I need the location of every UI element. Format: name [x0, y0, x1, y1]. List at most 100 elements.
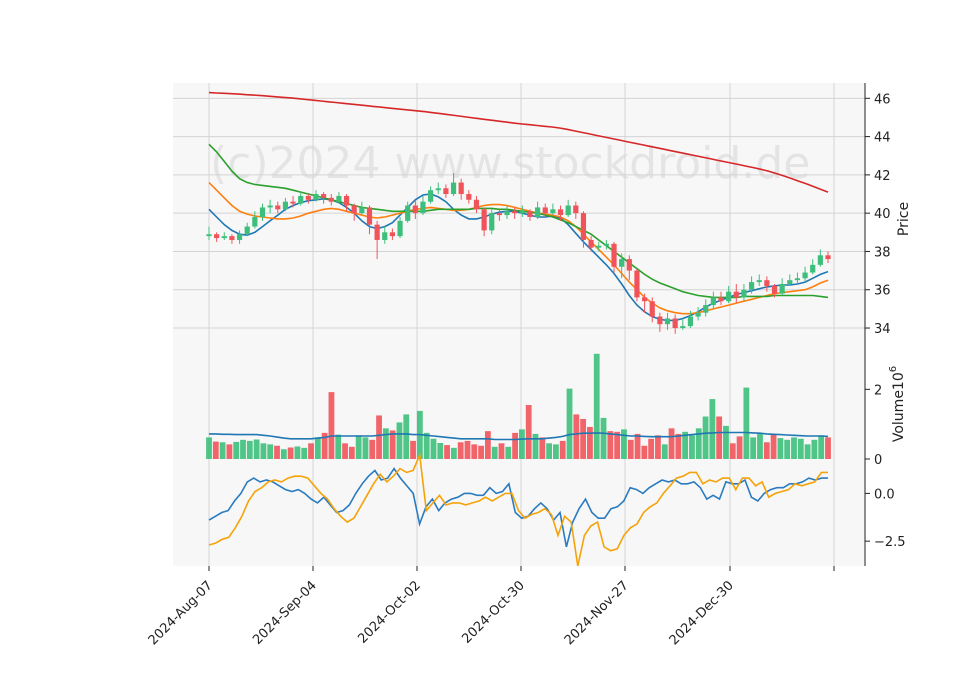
- volume-bar: [437, 442, 444, 459]
- volume-bar: [362, 437, 369, 459]
- volume-bar: [811, 439, 818, 459]
- candle: [443, 184, 449, 198]
- candle-body: [259, 207, 266, 217]
- candle-body: [282, 201, 289, 210]
- volume-bar: [348, 446, 355, 459]
- candle-body: [680, 326, 686, 329]
- volume-bar: [301, 447, 308, 459]
- vol-y-tick-label: 0: [874, 453, 882, 468]
- volume-bar: [308, 443, 314, 459]
- volume-bar: [791, 437, 797, 459]
- candle-body: [718, 297, 724, 302]
- volume-bar: [410, 440, 416, 459]
- candle: [756, 274, 762, 286]
- volume-bar: [389, 430, 396, 459]
- candle: [405, 201, 411, 223]
- volume-bar: [655, 435, 661, 459]
- candle-body: [252, 217, 258, 227]
- candle-body: [466, 194, 472, 200]
- candle: [748, 276, 755, 294]
- price-y-tick-label: 38: [874, 245, 891, 260]
- candle: [351, 203, 357, 221]
- candle: [771, 284, 778, 298]
- price-y-tick-label: 40: [874, 207, 891, 222]
- volume-bar: [478, 445, 484, 459]
- candle-body: [206, 234, 212, 237]
- candle-body: [726, 291, 732, 302]
- candle-body: [764, 280, 770, 286]
- candle-body: [389, 232, 396, 237]
- candle-body: [802, 272, 808, 279]
- candle: [336, 192, 342, 204]
- volume-bar: [634, 433, 641, 459]
- candle: [703, 299, 709, 317]
- volume-bar: [757, 433, 763, 459]
- candle: [420, 195, 426, 216]
- volume-bar: [607, 431, 614, 459]
- candle-body: [236, 234, 243, 240]
- candle-body: [435, 188, 441, 191]
- volume-bar: [498, 443, 505, 459]
- candle: [550, 203, 556, 216]
- volume-bar: [321, 432, 328, 459]
- volume-bar: [450, 447, 457, 459]
- price-y-tick-label: 34: [874, 322, 891, 337]
- volume-bar: [484, 431, 491, 459]
- candle: [366, 205, 373, 235]
- price-y-tick-label: 46: [874, 92, 891, 107]
- volume-bar: [457, 442, 464, 459]
- volume-bar: [682, 431, 689, 459]
- svg-text:Volume106: Volume106: [888, 366, 907, 442]
- volume-bar: [335, 434, 342, 459]
- candle: [512, 207, 518, 219]
- candle: [519, 205, 525, 217]
- oscillator-line: [208, 452, 828, 567]
- candle-body: [321, 194, 327, 198]
- candle: [603, 239, 609, 250]
- price-y-tick-label: 36: [874, 284, 891, 299]
- candle: [664, 312, 671, 330]
- volume-bar: [246, 440, 253, 459]
- candle: [542, 203, 548, 217]
- volume-bar: [825, 437, 831, 459]
- candle: [229, 234, 235, 244]
- volume-bar: [750, 437, 757, 459]
- volume-bars: [206, 353, 831, 459]
- candle: [328, 194, 334, 206]
- candle-body: [428, 190, 434, 202]
- volume-bar: [369, 439, 376, 459]
- volume-bar: [621, 429, 627, 459]
- candle: [496, 209, 502, 221]
- volume-bar: [274, 445, 280, 459]
- vol-y-tick-label: 2: [874, 383, 882, 398]
- volume-bar: [580, 418, 587, 459]
- x-tick-label: 2024-Oct-02: [355, 578, 423, 646]
- volume-bar: [573, 414, 580, 459]
- candle-body: [710, 297, 716, 306]
- price-y-tick-label: 44: [874, 131, 891, 146]
- volume-bar: [723, 425, 729, 459]
- candle: [428, 186, 434, 204]
- candle: [481, 207, 487, 237]
- candle-body: [825, 255, 831, 260]
- volume-bar: [675, 433, 682, 459]
- candle: [680, 318, 686, 330]
- volume-axis-label-text: Volume: [891, 390, 907, 442]
- candle: [764, 276, 770, 292]
- candle-body: [619, 259, 625, 267]
- candle: [435, 182, 441, 195]
- x-tick-label: 2024-Nov-27: [562, 578, 632, 648]
- candle-body: [810, 264, 816, 273]
- volume-bar: [627, 439, 634, 459]
- candle-body: [580, 213, 587, 240]
- candle-body: [779, 284, 785, 294]
- volume-bar: [797, 438, 804, 459]
- candle-body: [664, 318, 671, 325]
- candle-body: [550, 209, 556, 214]
- volume-bar: [784, 439, 791, 459]
- volume-bar: [505, 446, 512, 459]
- candle: [695, 306, 701, 321]
- candle-body: [527, 211, 533, 217]
- candle-body: [565, 205, 571, 216]
- candle-body: [214, 234, 220, 239]
